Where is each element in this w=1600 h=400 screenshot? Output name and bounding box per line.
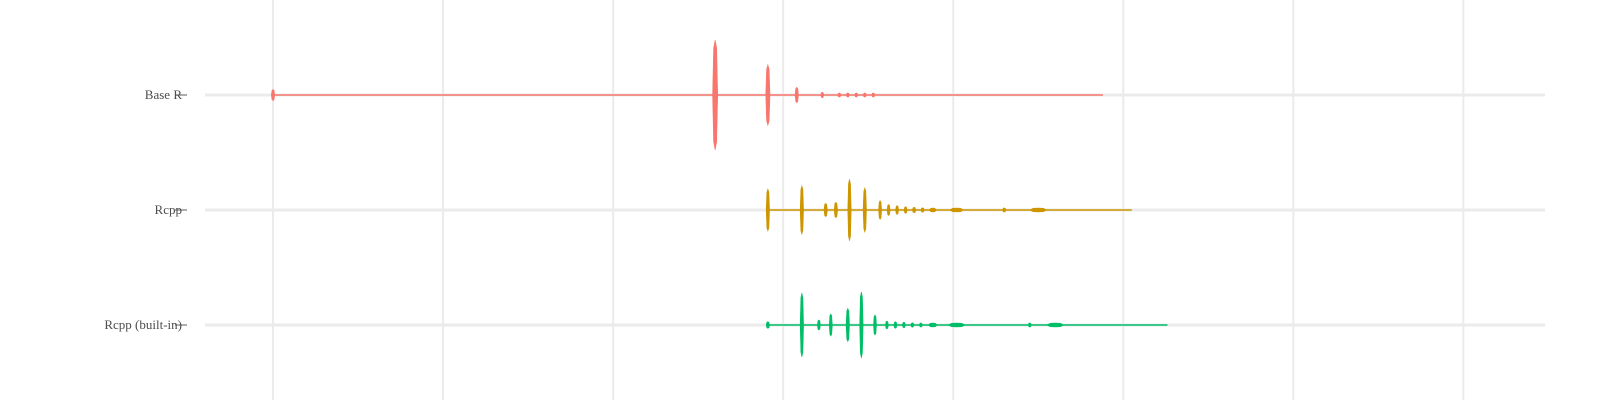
violins <box>271 39 1168 359</box>
violin-spike <box>1029 207 1048 213</box>
violin-rcpp-built-in <box>765 291 1168 359</box>
violin-spike <box>895 205 899 215</box>
violin-spike <box>799 184 804 236</box>
y-tick-label: Base R <box>145 87 183 102</box>
violin-spike <box>712 39 719 151</box>
grid-lines <box>205 0 1545 400</box>
violin-spike <box>929 207 937 213</box>
violin-spike <box>912 206 917 214</box>
violin-spike <box>949 207 964 213</box>
violin-spike <box>854 92 859 98</box>
violin-spike <box>765 63 771 127</box>
violin-spike <box>919 322 923 328</box>
violin-spike <box>910 322 915 328</box>
violin-spike <box>1002 207 1007 213</box>
violin-rcpp <box>765 179 1132 241</box>
violin-spike <box>828 313 833 337</box>
violin-spike <box>902 321 906 329</box>
violin-spike <box>1046 322 1065 328</box>
violin-spike <box>903 206 908 214</box>
violin-spike <box>873 314 877 336</box>
violin-spike <box>845 92 850 98</box>
violin-spike <box>885 320 889 330</box>
violin-spike <box>823 202 828 218</box>
y-tick-labels: Base R Rcpp Rcpp (built-in) <box>104 87 187 332</box>
violin-spike <box>862 92 867 98</box>
violin-spike <box>837 92 842 98</box>
violin-base-r <box>271 39 1103 151</box>
violin-spike <box>271 89 276 101</box>
y-tick-label: Rcpp <box>155 202 182 217</box>
violin-spike <box>765 321 770 329</box>
y-tick-label: Rcpp (built-in) <box>104 317 182 332</box>
violin-spike <box>817 319 821 331</box>
violin-spike <box>878 200 882 220</box>
violin-spike <box>871 92 876 98</box>
violin-spike <box>893 321 898 329</box>
violin-spike <box>920 207 925 213</box>
violin-spike <box>820 91 825 99</box>
violin-spike <box>847 179 852 241</box>
violin-spike <box>794 86 799 104</box>
violin-spike <box>928 322 938 328</box>
violin-spike <box>833 201 838 219</box>
violin-spike <box>1027 322 1032 328</box>
violin-spike <box>947 322 966 328</box>
violin-spike <box>799 293 804 357</box>
violin-spike <box>859 291 864 359</box>
violin-spike <box>765 188 770 232</box>
violin-spike <box>886 204 891 216</box>
violin-spike <box>845 307 850 343</box>
violin-spike <box>862 186 867 234</box>
